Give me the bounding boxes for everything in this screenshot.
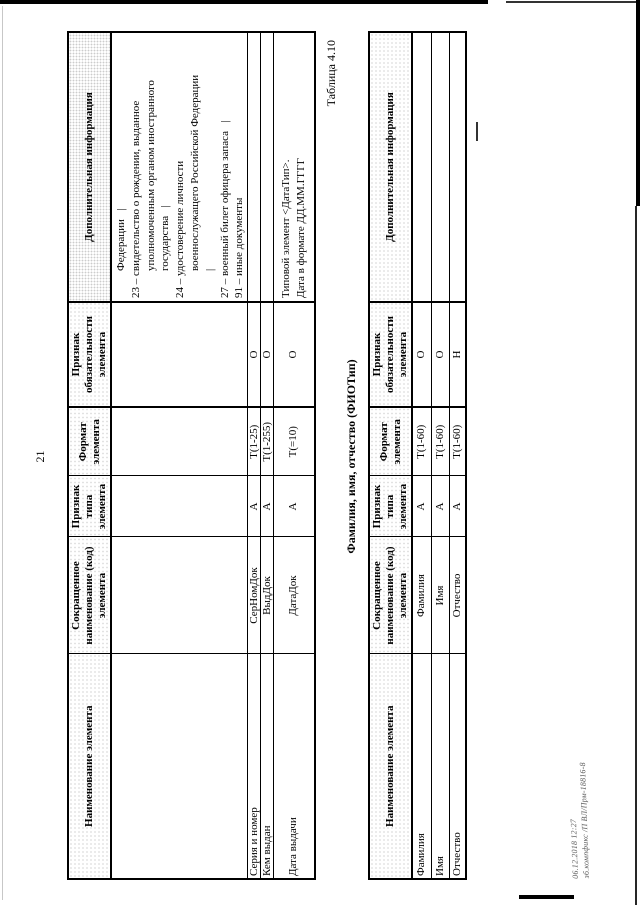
scan-artifact-bottom-edge [519,895,574,899]
cell-code: СерНомДок [247,537,261,654]
table-title: Фамилия, имя, отчество (ФИОТип) [344,359,358,554]
info-line: уполномоченным органом иностранного [144,80,157,271]
col-header-element-name: Наименование элемента [68,654,111,879]
scan-artifact-speck [476,122,478,141]
cell-name: Имя [431,654,449,879]
cell-additional-info [449,32,466,302]
cell-required-empty [111,302,248,407]
cell-name: Отчество [449,654,466,879]
cell-format: Т(1-25) [247,407,261,476]
info-line: государства | [159,205,172,271]
cell-code: ДатаДок [273,537,315,654]
table-row: Кем выдан ВыдДок А Т(1-255) О [260,32,274,879]
info-line: 27 – военный билет офицера запаса | [218,120,231,298]
table-header-row: Наименование элемента Сокращенное наимен… [68,32,111,879]
info-line: Типовой элемент <ДатаТип>. [279,159,292,298]
col-header-additional-info: Дополнительная информация [369,32,412,302]
cell-name: Дата выдачи [273,654,315,879]
cell-additional-info: Типовой элемент <ДатаТип>. Дата в формат… [273,32,315,302]
page-number: 21 [33,450,47,463]
cell-code-empty [111,537,248,654]
cell-type-empty [111,476,248,537]
cell-format: Т(=10) [273,407,315,476]
print-stamp: 06.12.2018 12:27 зб.компфикс /П ВЛ/Прм-1… [566,762,592,879]
cell-additional-info [412,32,431,302]
col-header-type-flag: Признак типа элемента [369,476,412,537]
col-header-short-name: Сокращенное наименование (код) элемента [68,537,111,654]
scan-artifact-left-edge [2,6,3,900]
cell-required: О [247,302,261,407]
cell-name-empty [111,654,248,879]
cell-code: Фамилия [412,537,431,654]
scan-artifact-right-edge [636,0,640,206]
scan-artifact-right-edge [635,206,637,905]
cell-format: Т(1-60) [412,407,431,476]
cell-required: О [431,302,449,407]
continuation-row: Федерации | 23 – свидетельство о рождени… [111,32,248,879]
cell-type: А [247,476,261,537]
table-row: Имя Имя А Т(1-60) О [431,32,449,879]
scan-artifact-top-edge [0,0,488,4]
cell-required: О [273,302,315,407]
cell-additional-info [260,32,274,302]
table-caption: Таблица 4.10 [324,40,338,107]
cell-required: О [260,302,274,407]
cell-type: А [260,476,274,537]
info-line: Дата в формате ДД.ММ.ГГГГ [294,157,307,298]
cell-type: А [431,476,449,537]
info-line: | [203,268,216,271]
cell-code: Имя [431,537,449,654]
info-line: Федерации | [115,208,127,271]
fio-type-table: Наименование элемента Сокращенное наимен… [368,31,467,880]
cell-additional-info [431,32,449,302]
cell-code: Отчество [449,537,466,654]
col-header-required-flag: Признак обязательности элемента [68,302,111,407]
cell-name: Фамилия [412,654,431,879]
document-elements-table-continuation: Наименование элемента Сокращенное наимен… [67,31,316,880]
cell-type: А [412,476,431,537]
col-header-element-name: Наименование элемента [369,654,412,879]
col-header-format: Формат элемента [369,407,412,476]
col-header-format: Формат элемента [68,407,111,476]
cell-format: Т(1-60) [431,407,449,476]
table-row: Серия и номер СерНомДок А Т(1-25) О [247,32,261,879]
cell-format-empty [111,407,248,476]
cell-additional-info [247,32,261,302]
cell-code: ВыдДок [260,537,274,654]
info-line: 23 – свидетельство о рождении, выданное [129,100,142,298]
cell-name: Кем выдан [260,654,274,879]
cell-required: Н [449,302,466,407]
col-header-short-name: Сокращенное наименование (код) элемента [369,537,412,654]
info-line: военнослужащего Российской Федерации [188,74,201,271]
cell-format: Т(1-60) [449,407,466,476]
cell-additional-info-continuation: Федерации | 23 – свидетельство о рождени… [111,32,248,302]
table-row: Отчество Отчество А Т(1-60) Н [449,32,466,879]
info-line: 91 – иные документы [233,197,246,298]
table-header-row: Наименование элемента Сокращенное наимен… [369,32,412,879]
col-header-type-flag: Признак типа элемента [68,476,111,537]
col-header-additional-info: Дополнительная информация [68,32,111,302]
cell-type: А [273,476,315,537]
info-line: 24 – удостоверение личности [174,160,187,298]
cell-type: А [449,476,466,537]
scan-artifact-top-edge [506,1,640,3]
col-header-required-flag: Признак обязательности элемента [369,302,412,407]
cell-name: Серия и номер [247,654,261,879]
cell-format: Т(1-255) [260,407,274,476]
table-row: Фамилия Фамилия А Т(1-60) О [412,32,431,879]
cell-required: О [412,302,431,407]
table-row: Дата выдачи ДатаДок А Т(=10) О Типовой э… [273,32,315,879]
